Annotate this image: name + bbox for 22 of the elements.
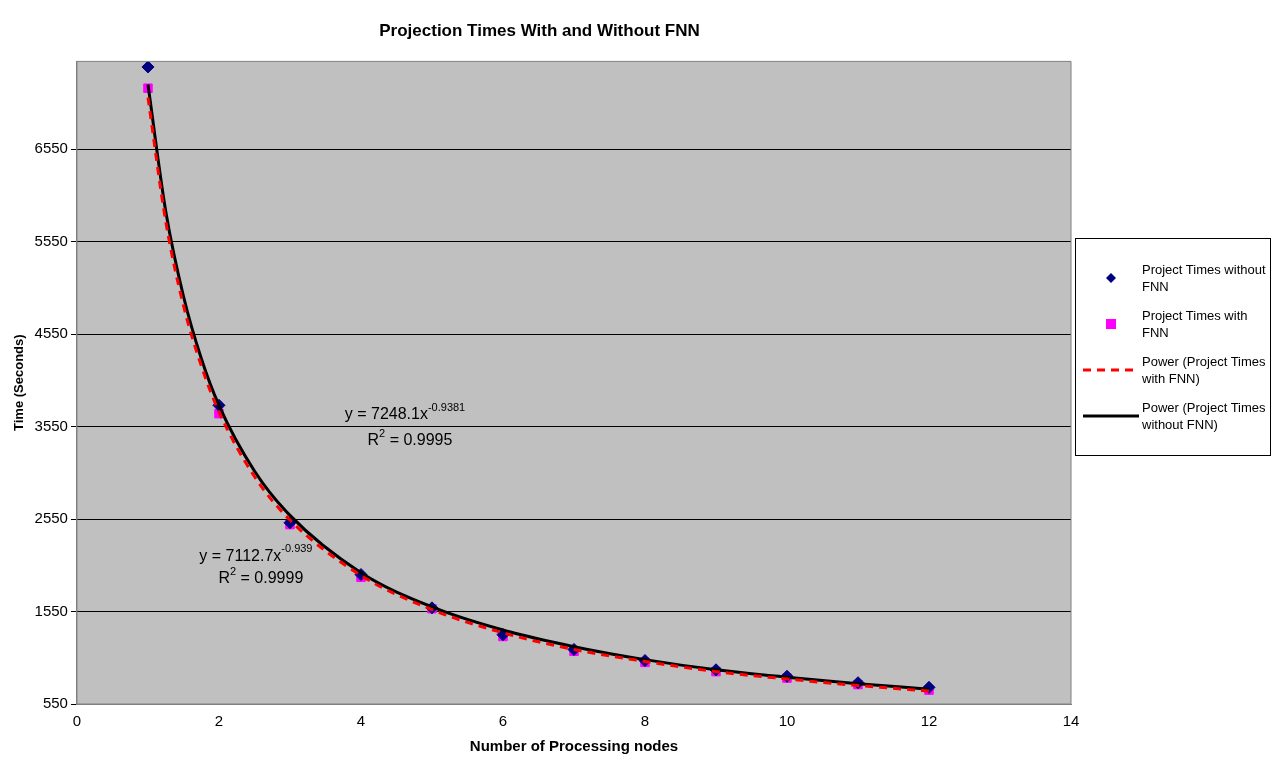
x-tick-label: 10 [778,712,796,730]
y-tick-label: 4550 [34,324,68,342]
x-tick-label: 2 [214,712,224,730]
x-tick-label: 14 [1062,712,1080,730]
y-axis-title: Time (Seconds) [11,334,27,431]
y-tick-label: 550 [42,694,68,712]
x-tick-label: 0 [72,712,82,730]
legend-label: Power (Project Times with FNN) [1142,353,1266,387]
y-tick-label: 1550 [34,601,68,619]
y-tick-label: 6550 [34,139,68,157]
x-tick-label: 12 [920,712,938,730]
y-tick-label: 3550 [34,416,68,434]
y-tick-label: 2550 [34,509,68,527]
legend-label: Project Times without FNN [1142,261,1266,295]
y-tick-label: 5550 [34,231,68,249]
x-tick-label: 6 [498,712,508,730]
chart-title: Projection Times With and Without FNN [379,20,700,40]
x-tick-label: 4 [356,712,366,730]
legend-label: Project Times with FNN [1142,307,1249,341]
legend-label: Power (Project Times without FNN) [1142,399,1266,433]
x-axis-title: Number of Processing nodes [469,737,679,755]
x-tick-label: 8 [640,712,650,730]
